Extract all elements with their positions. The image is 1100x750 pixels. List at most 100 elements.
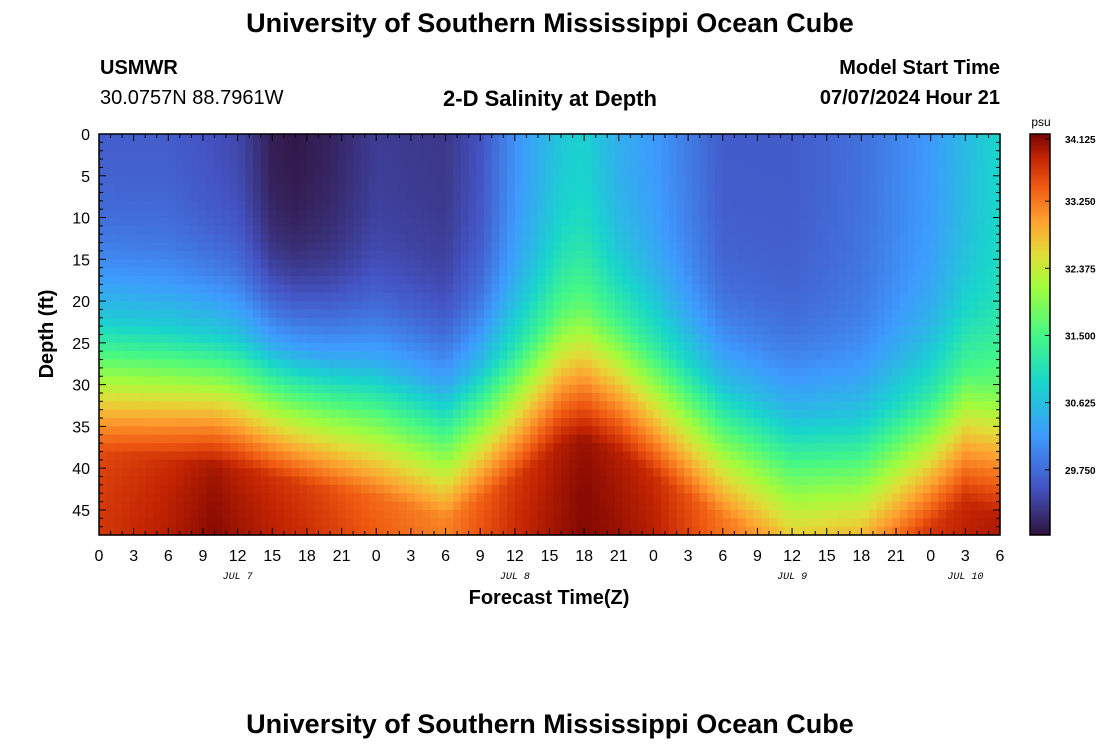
heatmap-cell [630, 426, 639, 436]
heatmap-cell [314, 443, 323, 453]
heatmap-cell [830, 459, 839, 469]
heatmap-cell [668, 134, 678, 143]
heatmap-cell [260, 434, 270, 444]
heatmap-cell [799, 301, 809, 311]
heatmap-cell [838, 192, 847, 202]
heatmap-cell [453, 468, 462, 478]
heatmap-cell [353, 401, 362, 411]
heatmap-cell [537, 342, 547, 352]
heatmap-cell [768, 409, 778, 419]
heatmap-cell [584, 175, 593, 185]
heatmap-cell [176, 225, 185, 235]
heatmap-cell [299, 217, 308, 227]
heatmap-cell [137, 501, 146, 511]
heatmap-cell [476, 376, 485, 386]
heatmap-cell [160, 217, 169, 227]
heatmap-cell [330, 225, 339, 235]
heatmap-cell [884, 267, 893, 277]
heatmap-cell [699, 317, 708, 327]
heatmap-cell [345, 175, 354, 185]
heatmap-cell [753, 142, 762, 152]
heatmap-cell [653, 242, 662, 252]
heatmap-cell [815, 326, 824, 336]
heatmap-cell [568, 484, 578, 494]
heatmap-cell [861, 342, 870, 352]
heatmap-cell [376, 259, 385, 269]
heatmap-cell [645, 142, 655, 152]
heatmap-cell [99, 167, 108, 177]
heatmap-cell [145, 250, 154, 260]
heatmap-cell [768, 259, 778, 269]
heatmap-cell [599, 493, 608, 503]
heatmap-cell [214, 159, 223, 169]
heatmap-cell [792, 175, 801, 185]
heatmap-cell [599, 175, 608, 185]
heatmap-cell [430, 150, 439, 160]
heatmap-cell [699, 342, 708, 352]
heatmap-cell [322, 284, 331, 294]
heatmap-cell [553, 443, 562, 453]
heatmap-cell [260, 351, 270, 361]
heatmap-cell [537, 267, 547, 277]
heatmap-cell [845, 392, 855, 402]
heatmap-cell [283, 284, 293, 294]
heatmap-cell [199, 200, 208, 210]
heatmap-cell [807, 451, 816, 461]
heatmap-cell [715, 250, 724, 260]
heatmap-cell [784, 359, 793, 369]
heatmap-cell [414, 351, 424, 361]
heatmap-cell [568, 200, 578, 210]
heatmap-cell [152, 401, 162, 411]
heatmap-cell [561, 409, 570, 419]
heatmap-cell [476, 351, 485, 361]
heatmap-cell [892, 384, 901, 394]
heatmap-cell [237, 443, 246, 453]
heatmap-cell [545, 493, 554, 503]
heatmap-cell [753, 484, 762, 494]
heatmap-cell [768, 301, 778, 311]
heatmap-cell [414, 409, 424, 419]
heatmap-cell [607, 376, 616, 386]
heatmap-cell [499, 384, 508, 394]
heatmap-cell [283, 276, 293, 285]
heatmap-cell [807, 334, 816, 344]
heatmap-cell [168, 267, 177, 277]
heatmap-cell [176, 250, 185, 260]
heatmap-cell [738, 376, 747, 386]
heatmap-cell [684, 225, 693, 235]
heatmap-cell [291, 267, 300, 277]
heatmap-cell [614, 476, 624, 486]
heatmap-cell [591, 225, 601, 235]
heatmap-cell [869, 225, 878, 235]
heatmap-cell [353, 175, 362, 185]
heatmap-cell [684, 209, 693, 219]
heatmap-cell [638, 351, 647, 361]
heatmap-cell [237, 217, 246, 227]
model-start-label: Model Start Time [839, 57, 1000, 79]
heatmap-cell [299, 459, 308, 469]
heatmap-cell [576, 142, 585, 152]
heatmap-cell [668, 367, 678, 377]
heatmap-cell [761, 426, 770, 436]
heatmap-cell [468, 367, 477, 377]
heatmap-cell [845, 367, 855, 377]
heatmap-cell [330, 192, 339, 202]
heatmap-cell [422, 426, 431, 436]
heatmap-cell [738, 326, 747, 336]
heatmap-cell [514, 518, 524, 528]
heatmap-cell [129, 142, 139, 152]
heatmap-cell [799, 426, 809, 436]
heatmap-cell [661, 276, 670, 285]
heatmap-cell [561, 351, 570, 361]
heatmap-cell [499, 192, 508, 202]
heatmap-cell [645, 134, 655, 143]
heatmap-cell [776, 509, 785, 519]
heatmap-cell [222, 192, 231, 202]
heatmap-cell [229, 484, 239, 494]
heatmap-cell [584, 384, 593, 394]
heatmap-cell [253, 276, 262, 285]
heatmap-cell [314, 342, 323, 352]
heatmap-cell [545, 309, 554, 319]
heatmap-cell [853, 409, 862, 419]
heatmap-cell [445, 493, 454, 503]
